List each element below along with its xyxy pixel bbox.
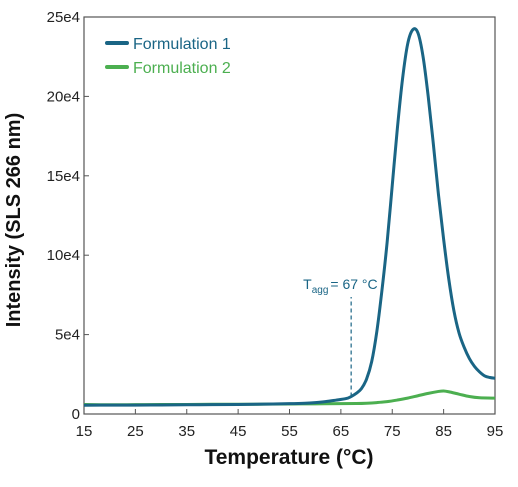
y-axis-ticks: 0 5e4 10e4 15e4 20e4 25e4 bbox=[47, 9, 89, 423]
tagg-prefix: T bbox=[303, 276, 312, 292]
y-tick-label: 20e4 bbox=[47, 88, 80, 105]
x-axis-ticks: 15 25 35 45 55 65 75 85 95 bbox=[76, 409, 504, 440]
y-tick-label: 15e4 bbox=[47, 168, 80, 185]
y-tick-label: 5e4 bbox=[55, 327, 80, 344]
x-tick-label: 45 bbox=[230, 423, 247, 440]
y-tick-label: 25e4 bbox=[47, 9, 80, 26]
x-tick-label: 25 bbox=[127, 423, 144, 440]
tagg-annotation: Tagg = 67 °C bbox=[303, 276, 378, 397]
x-tick-label: 75 bbox=[384, 423, 401, 440]
legend-label-formulation-2: Formulation 2 bbox=[133, 60, 231, 77]
series-line-formulation-1 bbox=[83, 27, 496, 407]
x-tick-label: 85 bbox=[435, 423, 452, 440]
legend: Formulation 1 Formulation 2 bbox=[105, 36, 231, 77]
legend-label-formulation-1: Formulation 1 bbox=[133, 36, 231, 53]
x-axis-title: Temperature (°C) bbox=[204, 446, 373, 469]
y-axis-title: Intensity (SLS 266 nm) bbox=[3, 113, 25, 328]
tagg-label: Tagg = 67 °C bbox=[303, 276, 378, 296]
series-lines bbox=[83, 27, 496, 407]
tagg-subscript: agg bbox=[312, 285, 329, 296]
x-tick-label: 65 bbox=[333, 423, 350, 440]
x-tick-label: 55 bbox=[281, 423, 298, 440]
x-tick-label: 95 bbox=[487, 423, 504, 440]
y-tick-label: 0 bbox=[72, 406, 80, 423]
x-tick-label: 35 bbox=[178, 423, 195, 440]
x-tick-label: 15 bbox=[76, 423, 93, 440]
tagg-value: = 67 °C bbox=[330, 276, 377, 292]
y-tick-label: 10e4 bbox=[47, 247, 80, 264]
